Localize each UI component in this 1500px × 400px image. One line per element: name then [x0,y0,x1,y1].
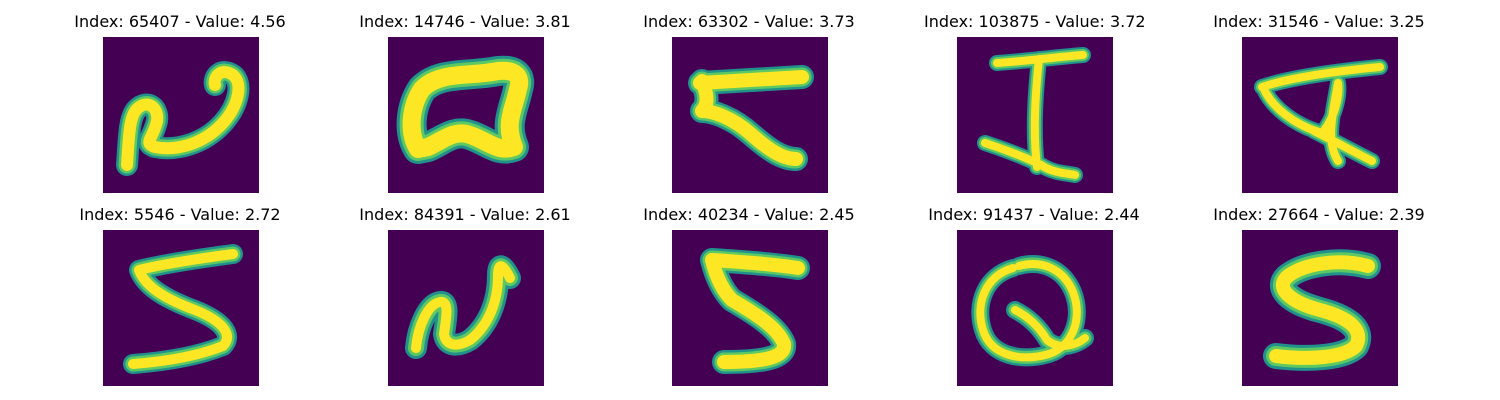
panel-title: Index: 27664 - Value: 2.39 [1213,205,1425,224]
handwritten-glyph-image [1242,37,1398,193]
handwritten-glyph-image [1242,230,1398,386]
panel-title: Index: 91437 - Value: 2.44 [928,205,1140,224]
panel-title: Index: 14746 - Value: 3.81 [359,12,571,31]
panel-title: Index: 84391 - Value: 2.61 [359,205,571,224]
panel-title: Index: 65407 - Value: 4.56 [74,12,286,31]
handwritten-glyph-image [672,37,828,193]
handwritten-glyph-image [388,37,544,193]
panel-title: Index: 63302 - Value: 3.73 [643,12,855,31]
handwritten-glyph-image [957,37,1113,193]
handwritten-glyph-image [388,230,544,386]
panel-title: Index: 103875 - Value: 3.72 [924,12,1146,31]
handwritten-glyph-image [103,230,259,386]
panel-title: Index: 40234 - Value: 2.45 [643,205,855,224]
handwritten-glyph-image [672,230,828,386]
panel-title: Index: 31546 - Value: 3.25 [1213,12,1425,31]
panel-title: Index: 5546 - Value: 2.72 [79,205,281,224]
handwritten-glyph-image [103,37,259,193]
handwritten-glyph-image [957,230,1113,386]
